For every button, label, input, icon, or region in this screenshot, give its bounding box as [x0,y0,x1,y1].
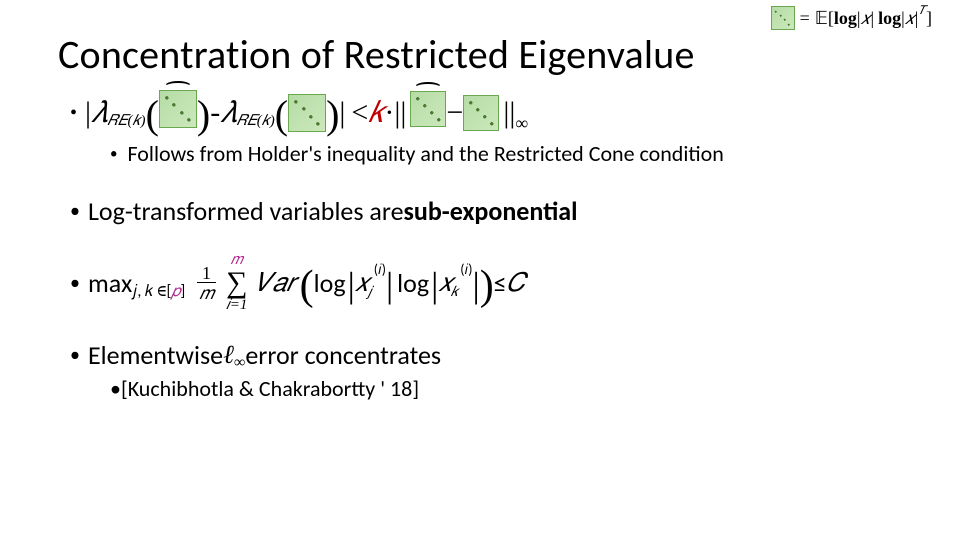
ell-symbol: ℓ [223,340,234,370]
re-subscript: 𝑅𝐸(𝑘) [237,112,275,130]
max-text: max [88,267,132,299]
citation-text: [Kuchibhotla & Chakrabortty ' 18] [121,375,419,402]
x-var: 𝑥 [905,8,915,29]
lambda: 𝜆 [220,96,236,130]
bullet-icon: • [110,145,117,163]
in-bracket: ∈[ [157,282,171,301]
bullet-variance-bound: • max 𝑗, 𝑘 ∈[𝑝] 1 𝑚 𝑚 ∑ 𝑖=1 𝑉𝑎𝑟 ( log | [70,253,920,313]
numerator: 1 [202,264,211,282]
bullet-icon: • [70,201,80,221]
le-sign: ≤ [494,267,507,299]
equals-sign: = [800,8,810,29]
slide-title: Concentration of Restricted Eigenvalue [58,30,695,79]
i-sup: (𝑖) [374,261,386,278]
subexp-lead: Log-transformed variables are [88,195,404,227]
bullet-elementwise: • Elementwise ℓ ∞ error concentrates [70,339,920,371]
matrix-icon [771,6,795,30]
k-sub: 𝑘 [451,283,458,300]
hat-icon: ⌢ [396,78,461,88]
var-text: 𝑉𝑎𝑟 [255,268,295,299]
jk: 𝑗, 𝑘 [132,282,157,301]
sigma-hat-matrix: ⌢ [159,90,197,136]
bullet-eigenvalue-bound: • | 𝜆 𝑅𝐸(𝑘) ( ⌢ ) - 𝜆 𝑅𝐸(𝑘) ( ) | < 𝑘 · … [70,90,920,136]
norm-open: || [394,96,406,130]
subbullet-holder: • Follows from Holder's inequality and t… [110,140,920,167]
matrix-icon [288,94,326,132]
less-than: < [351,96,368,130]
elementwise-tail: error concentrates [245,339,441,371]
bullet-icon: • [70,103,77,123]
re-subscript: 𝑅𝐸(𝑘) [107,112,145,130]
norm-close: || [503,96,515,130]
log-text: log [314,267,346,299]
infty-sub: ∞ [234,354,245,372]
subexp-bold: sub-exponential [404,195,578,227]
elementwise-lead: Elementwise [88,339,223,371]
sigma-icon: ∑ [226,268,247,298]
hat-icon: ⌢ [144,77,212,87]
max-sub: 𝑗, 𝑘 ∈[𝑝] [132,282,185,301]
transpose-sup: 𝑇 [918,3,926,18]
sum-lower: 𝑖=1 [226,298,248,313]
infty-sub: ∞ [515,113,528,134]
j-sub: 𝑗 [367,283,371,300]
k-factor: 𝑘 [368,96,384,130]
i-sup: (𝑖) [460,261,472,278]
denominator: 𝑚 [197,282,216,302]
sigma-hat-matrix: ⌢ [410,91,446,135]
matrix-icon [463,95,499,131]
top-right-definition: = 𝔼[ log | 𝑥 | log | 𝑥 | 𝑇 ] [771,6,932,30]
bullet-subexp: • Log-transformed variables are sub-expo… [70,195,920,227]
abs-close: | [339,96,345,130]
expectation-open: 𝔼[ [815,8,834,29]
bullet-icon: • [70,345,80,365]
bracket-close: ] [180,282,185,301]
x-var: 𝑥 [861,8,871,29]
C-const: 𝐶 [507,268,525,299]
abs-bar: | [871,8,875,29]
summation: 𝑚 ∑ 𝑖=1 [226,253,248,313]
bullet-icon: • [70,273,80,293]
lambda: 𝜆 [91,96,107,130]
log-text: log [878,8,901,29]
matrix-icon [159,90,197,128]
minus: - [210,96,220,130]
minus: − [446,96,463,130]
cdot: · [384,96,394,130]
bullet-icon: • [110,375,121,402]
log-text: log [834,8,857,29]
log-text: log [397,267,429,299]
bracket-close: ] [926,8,932,29]
p-var: 𝑝 [171,282,180,301]
subbullet-text: Follows from Holder's inequality and the… [127,140,723,167]
matrix-icon [410,91,446,127]
subbullet-citation: • [Kuchibhotla & Chakrabortty ' 18] [110,375,920,402]
one-over-m: 1 𝑚 [197,264,216,302]
